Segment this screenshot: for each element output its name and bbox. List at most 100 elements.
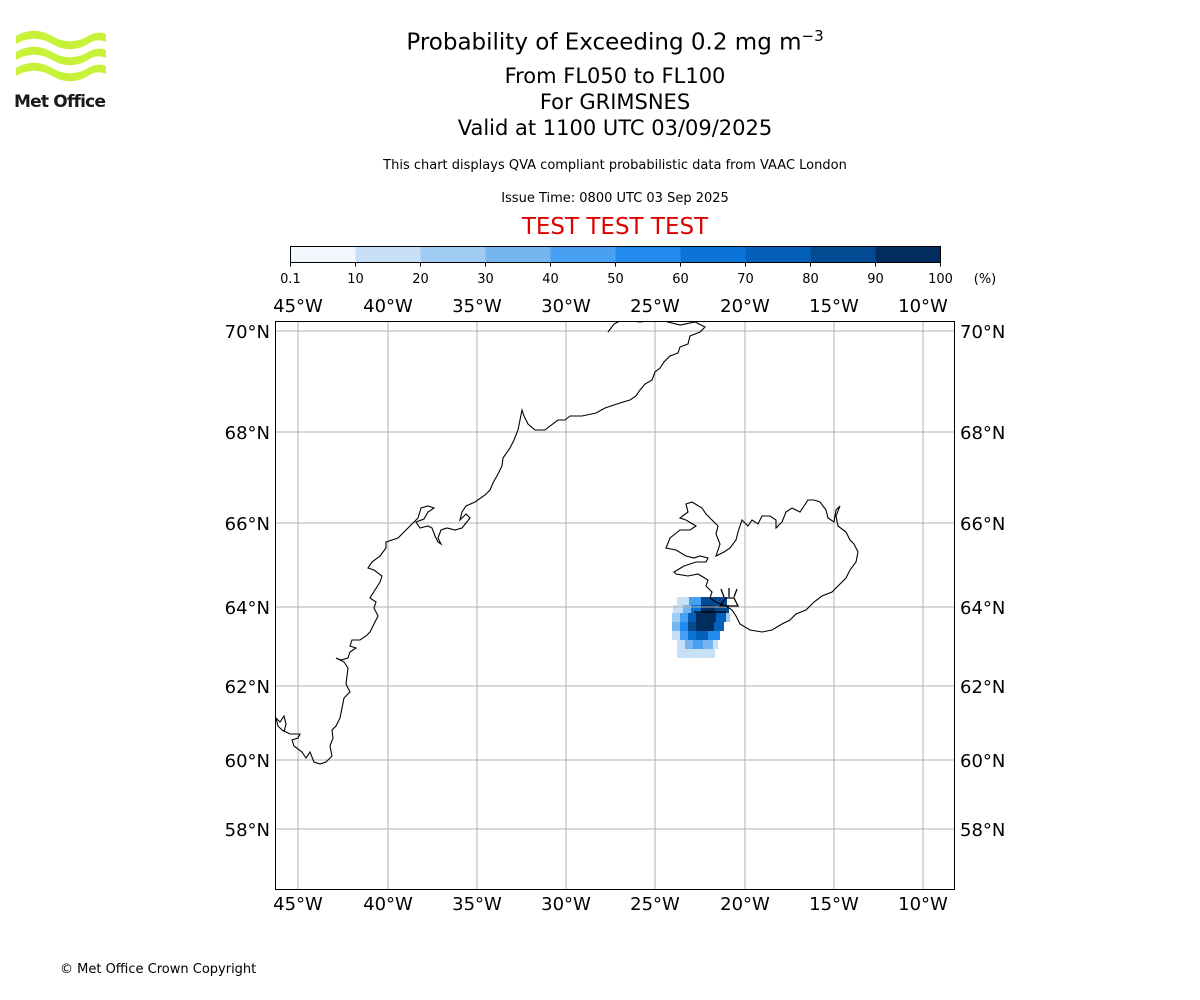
volcano-icon [694, 588, 740, 613]
latitude-label: 62°N [960, 677, 1005, 698]
prob-cell [703, 640, 713, 649]
colorbar-svg: 0.1 10 20 30 40 50 60 70 80 90 100 (%) [280, 246, 997, 287]
colorbar-ticks: 0.1 10 20 30 40 50 60 70 80 90 100 [280, 262, 953, 287]
met-office-wave-icon [16, 30, 106, 82]
prob-cell [677, 649, 715, 658]
latitude-label: 60°N [960, 751, 1005, 772]
latitude-label: 64°N [225, 598, 270, 619]
prob-cell [683, 605, 691, 613]
latitude-label: 64°N [960, 598, 1005, 619]
prob-cell [672, 622, 680, 631]
latitude-label: 62°N [225, 677, 270, 698]
colorbar-tick-label: 70 [737, 272, 754, 287]
title-exponent: −3 [801, 27, 824, 45]
latitude-label: 66°N [960, 514, 1005, 535]
colorbar-segment [290, 246, 356, 263]
latitude-label: 60°N [225, 751, 270, 772]
colorbar-segment [810, 246, 876, 263]
prob-cell [701, 597, 713, 605]
latitude-label: 70°N [960, 322, 1005, 343]
colorbar-segment [745, 246, 811, 263]
issue-time: Issue Time: 0800 UTC 03 Sep 2025 [501, 191, 729, 206]
prob-cell [677, 640, 685, 649]
longitude-label: 20°W [720, 296, 770, 317]
longitude-label: 35°W [452, 894, 502, 915]
prob-cell [713, 640, 718, 649]
prob-cell [696, 631, 708, 640]
colorbar-segment [355, 246, 421, 263]
colorbar-tick-label: 80 [802, 272, 819, 287]
prob-cell [673, 605, 683, 613]
colorbar-segment [420, 246, 486, 263]
longitude-label: 30°W [541, 894, 591, 915]
prob-cell [688, 613, 696, 622]
prob-cell [688, 631, 696, 640]
prob-cell [714, 622, 724, 631]
test-banner: TEST TEST TEST [521, 214, 709, 240]
prob-cell [672, 613, 680, 622]
latitude-labels-right: 70°N 68°N 66°N 64°N 62°N 60°N 58°N [960, 322, 1005, 841]
colorbar-segment [680, 246, 746, 263]
longitude-label: 10°W [898, 894, 948, 915]
longitude-label: 40°W [363, 894, 413, 915]
longitude-label: 40°W [363, 296, 413, 317]
latitude-label: 66°N [225, 514, 270, 535]
greenland-coastline [275, 321, 706, 765]
longitude-label: 25°W [630, 296, 680, 317]
prob-cell [715, 605, 729, 613]
volcano-name: For GRIMSNES [539, 90, 691, 114]
colorbar-segment [875, 246, 941, 263]
colorbar-tick-label: 40 [542, 272, 559, 287]
latitude-label: 68°N [225, 423, 270, 444]
prob-cell [713, 597, 727, 605]
colorbar [290, 246, 941, 263]
colorbar-segment [550, 246, 616, 263]
prob-cell [688, 622, 696, 631]
prob-cell [701, 605, 715, 613]
logo-text: Met Office [14, 92, 106, 112]
longitude-label: 15°W [809, 296, 859, 317]
latitude-label: 68°N [960, 423, 1005, 444]
title-text: Probability of Exceeding 0.2 mg m [406, 29, 802, 56]
prob-cell [726, 613, 730, 622]
prob-cell [680, 622, 688, 631]
chart-description: This chart displays QVA compliant probab… [383, 158, 847, 173]
prob-cell [680, 631, 688, 640]
colorbar-tick-label: 60 [672, 272, 689, 287]
flight-levels: From FL050 to FL100 [504, 64, 726, 88]
longitude-label: 35°W [452, 296, 502, 317]
colorbar-tick-label: 10 [347, 272, 364, 287]
gridlines [275, 321, 955, 890]
longitude-label: 45°W [273, 894, 323, 915]
longitude-label: 30°W [541, 296, 591, 317]
colorbar-tick-label: 50 [607, 272, 624, 287]
probability-field [672, 597, 730, 658]
latitude-label: 58°N [225, 820, 270, 841]
prob-cell [716, 613, 726, 622]
prob-cell [680, 613, 688, 622]
colorbar-tick-label: 0.1 [280, 272, 301, 287]
colorbar-segment [485, 246, 551, 263]
longitude-label: 20°W [720, 894, 770, 915]
longitude-label: 15°W [809, 894, 859, 915]
iceland-coastline [665, 499, 859, 633]
colorbar-tick-label: 30 [477, 272, 494, 287]
longitude-labels-top: 45°W 40°W 35°W 30°W 25°W 20°W 15°W 10°W [273, 296, 948, 317]
prob-cell [696, 622, 714, 631]
prob-cell [696, 613, 716, 622]
prob-cell [708, 631, 720, 640]
prob-cell [685, 640, 693, 649]
longitude-label: 45°W [273, 296, 323, 317]
met-office-logo: Met Office [14, 30, 109, 112]
prob-cell [677, 597, 689, 605]
longitude-label: 10°W [898, 296, 948, 317]
latitude-label: 70°N [225, 322, 270, 343]
prob-cell [691, 605, 701, 613]
prob-cell [689, 597, 701, 605]
valid-time: Valid at 1100 UTC 03/09/2025 [457, 116, 773, 140]
colorbar-tick-label: 100 [928, 272, 953, 287]
colorbar-unit: (%) [974, 272, 997, 287]
map-frame [275, 321, 955, 890]
colorbar-tick-label: 90 [867, 272, 884, 287]
